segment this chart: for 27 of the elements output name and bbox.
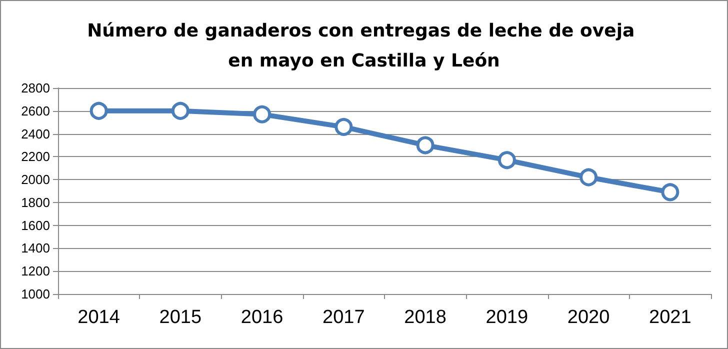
y-tick-label: 2400 <box>21 126 50 142</box>
x-tick-label: 2017 <box>322 307 365 328</box>
point <box>334 118 353 136</box>
y-tick-label: 1600 <box>21 218 50 233</box>
y-tick-label: 1200 <box>21 264 50 279</box>
y-tick-label: 2200 <box>21 149 50 164</box>
x-tick-label: 2018 <box>404 307 446 328</box>
x-tick-label: 2015 <box>159 307 202 328</box>
point <box>416 136 434 154</box>
x-tick-label: 2014 <box>78 307 120 328</box>
x-tick-label: 2016 <box>240 307 284 328</box>
y-tick-label: 1800 <box>21 194 50 210</box>
y-tick-label: 1000 <box>21 286 50 302</box>
y-tick-label: 2800 <box>21 80 50 96</box>
x-tick-label: 2020 <box>567 307 610 328</box>
point <box>90 102 108 120</box>
point <box>661 183 680 202</box>
point <box>253 105 272 124</box>
y-tick-label: 2600 <box>21 103 50 118</box>
x-tick-label: 2021 <box>649 307 692 328</box>
point <box>171 102 190 120</box>
x-tick-label: 2019 <box>486 307 528 328</box>
y-tick-label: 1400 <box>21 240 50 256</box>
point <box>498 151 516 170</box>
point <box>580 168 598 186</box>
chart-title: Número de ganaderos con entregas de leche de oveja en mayo en Castilla y León <box>87 20 641 72</box>
y-tick-label: 2000 <box>21 172 50 188</box>
